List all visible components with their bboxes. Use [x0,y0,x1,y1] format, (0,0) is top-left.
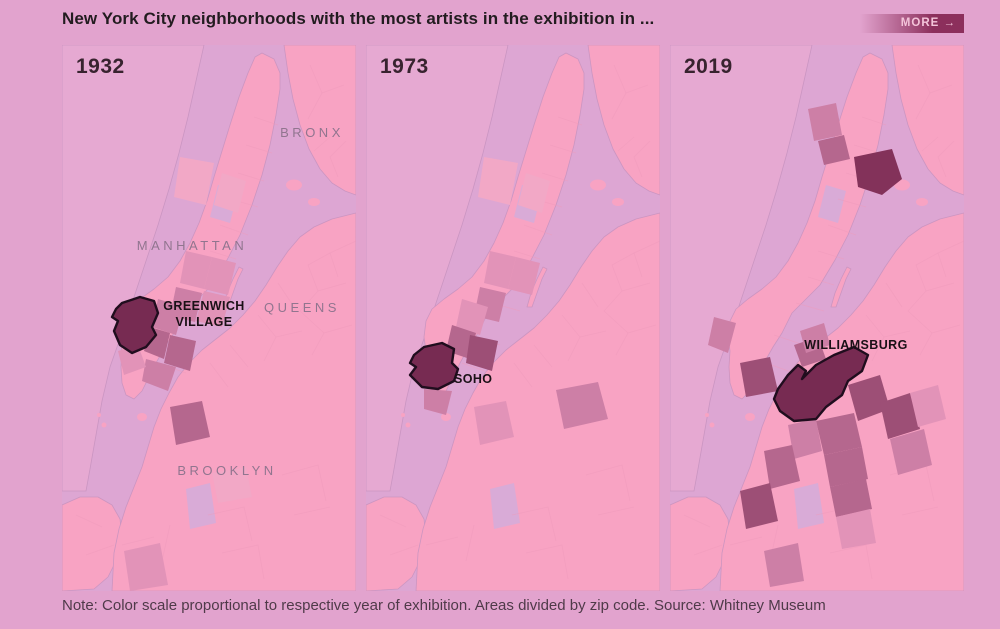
shaded-zip [478,157,518,205]
map-panel-1932: 1932 BRONX MANHATTAN QUEENS BROOKLYN GRE… [62,45,356,591]
shaded-zip [466,335,498,371]
shaded-zip-codes-1973 [408,157,608,445]
borough-label-brooklyn: BROOKLYN [177,463,277,478]
shaded-zip [214,173,246,213]
highlight-zip-1932 [110,295,160,355]
shaded-zip [880,393,920,439]
central-park [818,185,846,223]
shaded-zip [556,382,608,429]
highlight-zip-2019 [772,345,870,423]
shaded-zip [848,375,890,421]
land-manhattan [727,52,889,400]
shaded-zip [174,157,214,205]
shaded-zip [124,543,168,591]
greenwood-park-area [186,483,216,529]
land-bronx [587,45,660,196]
year-label-1932: 1932 [76,55,125,78]
randalls-island [590,179,606,191]
roosevelt-island [830,266,852,308]
land-bronx [283,45,356,196]
year-label-1973: 1973 [380,55,429,78]
ellis-island [97,413,101,417]
shaded-zip [170,401,210,445]
greenwood-park-area [794,483,824,529]
choropleth-map-1973 [366,45,660,591]
shaded-zip [484,251,516,289]
wards-island [612,198,624,206]
shaded-zip [212,467,252,503]
highlight-zip-1973 [408,341,460,391]
shaded-zip [816,413,862,455]
shaded-zip [910,385,946,427]
shaded-zip [808,103,842,141]
greenwood-park-area [490,483,520,529]
governors-island [137,413,147,421]
shaded-zip [824,447,868,487]
roosevelt-island [526,266,548,308]
shaded-zip [196,291,230,327]
page-title: New York City neighborhoods with the mos… [62,9,655,28]
land-new-jersey [670,45,813,492]
wards-island [308,198,320,206]
arrow-right-icon: → [943,17,956,29]
governors-island [745,413,755,421]
shaded-zip [118,345,146,375]
shaded-zip-codes-1932 [110,157,252,591]
shaded-zip [508,257,540,295]
shaded-zip [740,357,778,397]
shaded-zip [142,359,176,391]
shaded-zip [836,509,876,549]
wards-island [916,198,928,206]
liberty-island [405,422,411,428]
land-bronx [891,45,964,196]
shaded-zip [152,299,184,335]
map-panel-1973: 1973 SOHO [366,45,660,591]
shaded-zip [424,389,452,415]
shaded-zip [204,257,236,295]
choropleth-map-2019 [670,45,964,591]
randalls-island [894,179,910,191]
neighborhood-label-greenwich-village: GREENWICH VILLAGE [163,299,245,329]
shaded-zip [456,299,488,335]
borough-label-manhattan: MANHATTAN [136,238,248,253]
zip-code-borders [379,64,660,580]
source-note: Note: Color scale proportional to respec… [62,597,826,614]
map-panels: 1932 BRONX MANHATTAN QUEENS BROOKLYN GRE… [62,45,964,591]
shaded-zip [518,173,550,213]
more-button-label: MORE [900,17,940,29]
shaded-zip [180,251,212,289]
more-button[interactable]: MORE → [860,14,964,33]
shaded-zip [474,401,514,445]
shaded-zip [800,323,830,353]
shaded-zip [764,445,800,489]
shaded-zip [830,479,872,517]
shaded-zip [788,419,822,459]
liberty-island [709,422,715,428]
neighborhood-label-williamsburg: WILLIAMSBURG [804,338,908,352]
map-panel-2019: 2019 WILLIAMSBURG [670,45,964,591]
shaded-zip [818,135,850,165]
shaded-zip [890,429,932,475]
liberty-island [101,422,107,428]
shaded-zip [854,149,902,195]
neighborhood-label-soho: SOHO [454,372,493,386]
year-label-2019: 2019 [684,55,733,78]
shaded-zip-codes-2019 [708,103,946,587]
shaded-zip [164,335,196,371]
choropleth-map-1932 [62,45,356,591]
land-new-jersey [366,45,509,492]
governors-island [441,413,451,421]
land-queens-brooklyn [111,212,356,591]
ellis-island [401,413,405,417]
shaded-zip [740,483,778,529]
randalls-island [286,179,302,191]
borough-label-queens: QUEENS [264,300,340,315]
shaded-zip [764,543,804,587]
land-queens-brooklyn [415,212,660,591]
shaded-zip [708,317,736,353]
land-new-jersey [62,45,205,492]
ellis-island [705,413,709,417]
borough-label-bronx: BRONX [280,125,344,140]
